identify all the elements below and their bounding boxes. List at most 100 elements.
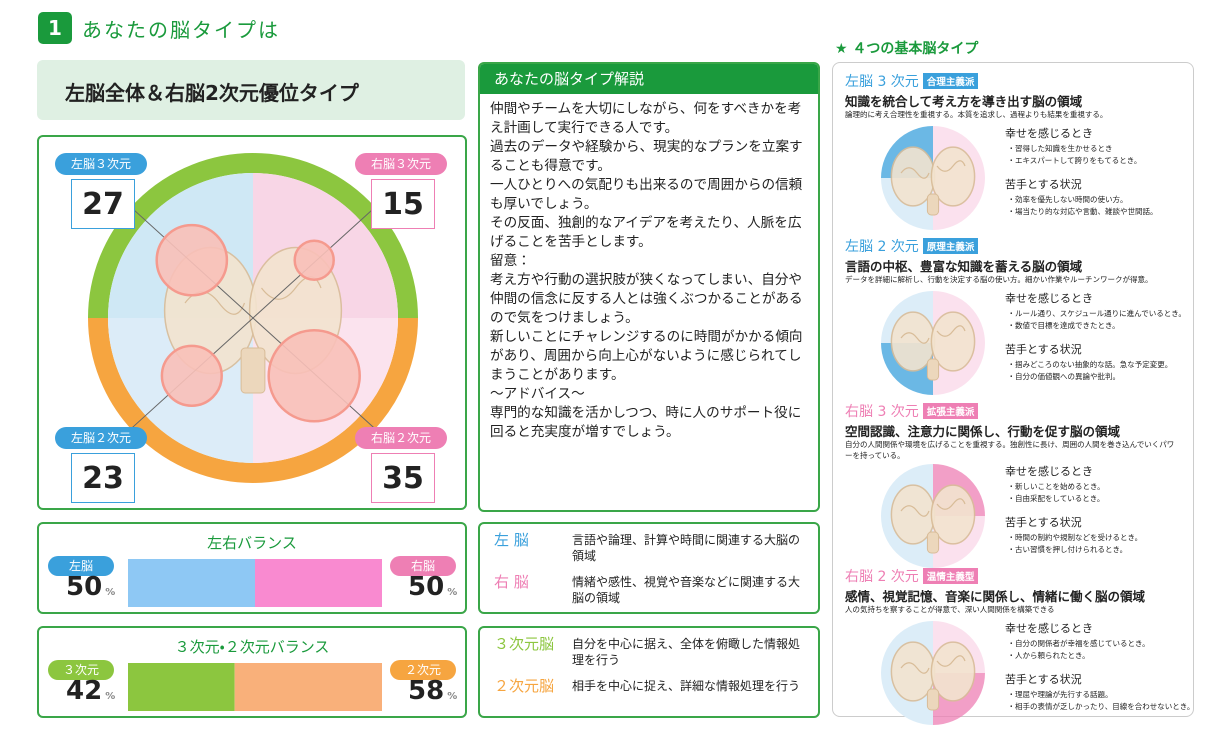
happy-item: 新しいことを始めるとき。 <box>1015 481 1195 493</box>
type-details: 幸せを感じるとき習得した知識を生かせるときエキスパートして誇りをもてるとき。苦手… <box>1005 125 1195 218</box>
type-headline: 空間認識、注意力に関係し、行動を促す脳の領域 <box>845 424 1121 439</box>
type-headline: 感情、視覚記憶、音楽に関係し、情緒に働く脳の領域 <box>845 589 1146 604</box>
type-heading: 右脳 2 次元 温情主義型 <box>845 566 979 586</box>
hard-list: 効率を優先しない時間の使い方。場当たり的な対応や言動、雑談や世間話。 <box>1005 194 1195 218</box>
happy-title: 幸せを感じるとき <box>1005 292 1093 305</box>
type-card: 左脳 3 次元 合理主義派 知識を統合して考え方を導き出す脳の領域 論理的に考え合理性… <box>845 71 1190 236</box>
quadrant-score: 35 <box>371 453 435 503</box>
happy-title: 幸せを感じるとき <box>1005 465 1093 478</box>
type-heading: 左脳 2 次元 原理主義派 <box>845 236 979 256</box>
description-paragraph: 考え方や行動の選択肢が狭くなってしまい、自分や仲間の信念に反する人とは強くぶつか… <box>490 272 803 326</box>
type-desc: 自分の人間関係や環境を広げることを重視する。独創性に長け、周囲の人間を巻き込んで… <box>845 440 1175 460</box>
definition-term: ３次元脳 <box>494 635 555 653</box>
type-name: 左脳 3 次元 <box>845 74 919 90</box>
type-headline: 言語の中枢、豊富な知識を蓄える脳の領域 <box>845 259 1083 274</box>
happy-item: 習得した知識を生かせるとき <box>1015 143 1195 155</box>
brain-fold <box>900 160 966 179</box>
type-heading: 右脳 3 次元 拡張主義派 <box>845 401 979 421</box>
type-brain <box>881 621 985 725</box>
balance-unit: % <box>447 691 458 702</box>
definition-text: 自分を中心に据え、全体を俯瞰した情報処理を行う <box>572 637 801 667</box>
description-paragraph: 新しいことにチャレンジするのに時間がかかる傾向があり、周囲から向上心がないように… <box>490 329 803 383</box>
brain-right <box>930 311 976 372</box>
hard-item: 場当たり的な対応や言動、雑談や世間話。 <box>1015 206 1195 218</box>
type-name: 右脳 2 次元 <box>845 569 919 585</box>
quadrant-score: 27 <box>71 179 135 229</box>
brain-right <box>930 484 976 545</box>
happy-list: 自分の関係者が幸福を感じているとき。人から頼られたとき。 <box>1005 638 1195 662</box>
balance-value: 50% <box>408 572 457 602</box>
hard-list: 掴みどころのない抽象的な話。急な予定変更。自分の価値観への異論や批判。 <box>1005 359 1195 383</box>
balance-number: 50 <box>408 572 445 602</box>
hard-title: 苦手とする状況 <box>1005 343 1082 356</box>
type-tag: 温情主義型 <box>922 568 979 584</box>
quadrant-score: 15 <box>371 179 435 229</box>
description-paragraph: 留意： <box>490 253 531 269</box>
quadrant-score: 23 <box>71 453 135 503</box>
balance-number: 42 <box>66 676 103 706</box>
definition-term: 左 脳 <box>494 531 529 549</box>
hard-item: 効率を優先しない時間の使い方。 <box>1015 194 1195 206</box>
balance-label: ２次元 <box>390 660 456 680</box>
type-details: 幸せを感じるとき自分の関係者が幸福を感じているとき。人から頼られたとき。苦手とす… <box>1005 620 1195 713</box>
balance-label: 右脳 <box>390 556 456 576</box>
happy-item: 人から頼られたとき。 <box>1015 650 1195 662</box>
balance-unit: % <box>105 691 116 702</box>
type-tag: 原理主義派 <box>922 238 979 254</box>
definition-text: 情緒や感性、視覚や音楽などに関連する大脳の領域 <box>572 575 801 605</box>
ring-top <box>88 153 418 319</box>
type-brain <box>881 291 985 395</box>
basic-types-panel: 左脳 3 次元 合理主義派 知識を統合して考え方を導き出す脳の領域 論理的に考え合理性… <box>832 62 1195 725</box>
brain-right <box>930 641 976 702</box>
hard-item: 相手の表情が乏しかったり、目線を合わせないとき。 <box>1015 701 1195 713</box>
brain-stem <box>926 358 940 381</box>
type-desc: 論理的に考え合理性を重視する。本質を追求し、過程よりも結果を重視する。 <box>845 110 1108 119</box>
hard-title: 苦手とする状況 <box>1005 673 1082 686</box>
type-headline: 知識を統合して考え方を導き出す脳の領域 <box>845 94 1083 109</box>
balance-bar <box>128 559 382 607</box>
balance-bar-right <box>234 663 382 711</box>
quadrant-label: 右脳２次元 <box>355 427 447 449</box>
section-number: 1 <box>38 12 72 44</box>
definition-term: ２次元脳 <box>494 677 555 695</box>
description-paragraph: その反面、独創的なアイデアを考えたり、人脈を広げることを苦手とします。 <box>490 215 802 250</box>
balance-unit: % <box>447 587 458 598</box>
score-circle <box>293 239 335 281</box>
type-card: 右脳 2 次元 温情主義型 感情、視覚記憶、音楽に関係し、情緒に働く脳の領域 人の気持… <box>845 566 1194 731</box>
hard-list: 時間の制約や規制などを受けるとき。古い習慣を押し付けられるとき。 <box>1005 532 1195 556</box>
balance-bar-left <box>128 559 255 607</box>
quadrant-label: 左脳２次元 <box>55 427 147 449</box>
definition-row: 右 脳 情緒や感性、視覚や音楽などに関連する大脳の領域 <box>494 574 810 606</box>
type-name: 左脳 2 次元 <box>845 239 919 255</box>
description-panel: あなたの脳タイプ解説 仲間やチームを大切にしながら、何をすべきかを考え計画して実… <box>478 62 820 512</box>
balance-number: 50 <box>66 572 103 602</box>
description-title: あなたの脳タイプ解説 <box>480 64 818 94</box>
type-brain <box>881 464 985 568</box>
hard-item: 自分の価値観への異論や批判。 <box>1015 371 1195 383</box>
hard-title: 苦手とする状況 <box>1005 178 1082 191</box>
brain-stem <box>926 688 940 711</box>
balance-title: 左右バランス <box>207 534 297 552</box>
brain-chart <box>88 153 418 483</box>
type-desc: データを詳細に解析し、行動を決定する脳の使い方。細かい作業やルーチンワークが得意… <box>845 275 1153 284</box>
type-tag: 拡張主義派 <box>922 403 979 419</box>
description-paragraph: 専門的な知識を活かしつつ、時に人のサポート役に回ると充実度が増すでしょう。 <box>490 405 802 440</box>
balance-unit: % <box>105 587 116 598</box>
happy-item: エキスパートして誇りをもてるとき。 <box>1015 155 1195 167</box>
definition-text: 言語や論理、計算や時間に関連する大脳の領域 <box>572 533 801 563</box>
ring-bottom <box>88 317 418 483</box>
type-details: 幸せを感じるとき新しいことを始めるとき。自由采配をしているとき。苦手とする状況時… <box>1005 463 1195 556</box>
type-details: 幸せを感じるときルール通り、スケジュール通りに進んでいるとき。数値で目標を達成で… <box>1005 290 1195 383</box>
hard-item: 古い習慣を押し付けられるとき。 <box>1015 544 1195 556</box>
definition-row: ３次元脳 自分を中心に据え、全体を俯瞰した情報処理を行う <box>494 636 810 668</box>
type-name: 右脳 3 次元 <box>845 404 919 420</box>
balance-value: 58% <box>408 676 457 706</box>
definition-panel: ３次元脳 自分を中心に据え、全体を俯瞰した情報処理を行う ２次元脳 相手を中心に捉え、… <box>478 626 820 718</box>
definition-row: 左 脳 言語や論理、計算や時間に関連する大脳の領域 <box>494 532 810 564</box>
balance-number: 58 <box>408 676 445 706</box>
description-paragraph: 〜アドバイス〜 <box>490 386 585 402</box>
brain-right <box>930 146 976 207</box>
result-title: 左脳全体＆右脳2次元優位タイプ <box>65 81 359 105</box>
hard-item: 時間の制約や規制などを受けるとき。 <box>1015 532 1195 544</box>
quadrant-label: 右脳３次元 <box>355 153 447 175</box>
